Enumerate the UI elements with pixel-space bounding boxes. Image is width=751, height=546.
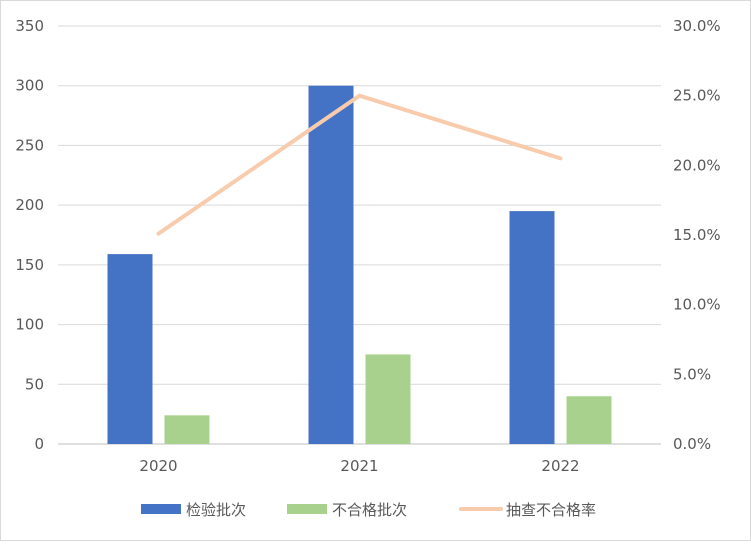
y-tick-label: 250 xyxy=(15,136,44,154)
y2-tick-label: 0.0% xyxy=(673,435,711,453)
y2-tick-label: 25.0% xyxy=(673,87,721,105)
x-tick-label: 2020 xyxy=(139,457,177,475)
y-tick-label: 100 xyxy=(15,316,44,334)
y2-tick-label: 15.0% xyxy=(673,226,721,244)
y2-tick-label: 30.0% xyxy=(673,17,721,35)
y-tick-label: 350 xyxy=(15,17,44,35)
y-tick-label: 200 xyxy=(15,196,44,214)
y2-tick-label: 5.0% xyxy=(673,365,711,383)
bar-unqualified xyxy=(567,396,612,444)
y2-tick-label: 10.0% xyxy=(673,296,721,314)
y-tick-label: 150 xyxy=(15,256,44,274)
y-tick-label: 0 xyxy=(34,435,44,453)
bar-unqualified xyxy=(366,354,411,444)
legend-swatch xyxy=(287,504,327,514)
legend-label: 不合格批次 xyxy=(332,501,407,519)
legend-label: 检验批次 xyxy=(186,501,246,519)
x-tick-label: 2021 xyxy=(340,457,378,475)
line-rate xyxy=(159,96,561,234)
bar-inspection xyxy=(309,86,354,444)
legend-label: 抽查不合格率 xyxy=(506,501,596,519)
legend-swatch xyxy=(141,504,181,514)
y-tick-label: 300 xyxy=(15,77,44,95)
bar-inspection xyxy=(510,211,555,444)
y-tick-label: 50 xyxy=(25,375,44,393)
x-tick-label: 2022 xyxy=(541,457,579,475)
y2-tick-label: 20.0% xyxy=(673,156,721,174)
bar-unqualified xyxy=(165,415,210,444)
bar-inspection xyxy=(108,254,153,444)
